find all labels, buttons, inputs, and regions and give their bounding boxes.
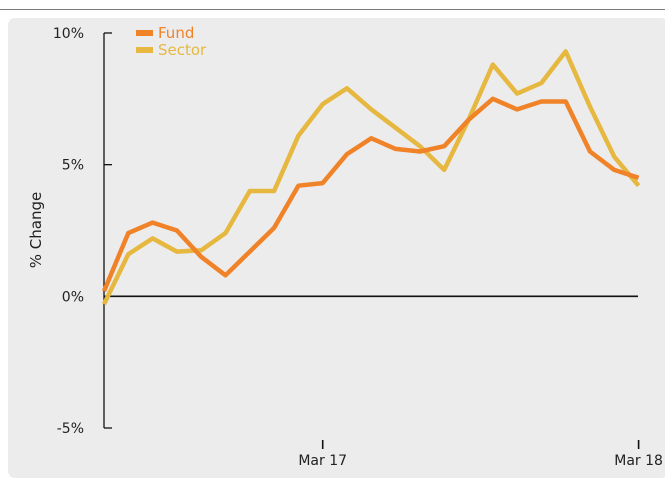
series-lines xyxy=(101,49,641,306)
legend-label-sector: Sector xyxy=(158,41,207,59)
x-tick-label: Mar 18 xyxy=(614,453,663,467)
y-tick-label: 10% xyxy=(53,26,84,42)
y-tick-label: -5% xyxy=(57,421,84,437)
series-line-sector xyxy=(101,49,641,306)
y-tick-label: 5% xyxy=(62,158,84,174)
y-axis-title: % Change xyxy=(27,192,45,268)
legend-label-fund: Fund xyxy=(158,24,194,42)
y-axis: 10% 5% 0% -5% xyxy=(53,26,638,437)
series-line-fund xyxy=(101,96,640,292)
legend-swatch-sector xyxy=(136,47,153,53)
y-tick-label: 0% xyxy=(62,289,84,305)
x-tick-label: Mar 17 xyxy=(298,453,347,467)
top-divider xyxy=(0,9,665,10)
x-axis: Mar 17 Mar 18 xyxy=(298,440,663,467)
legend-swatch-fund xyxy=(136,30,153,36)
